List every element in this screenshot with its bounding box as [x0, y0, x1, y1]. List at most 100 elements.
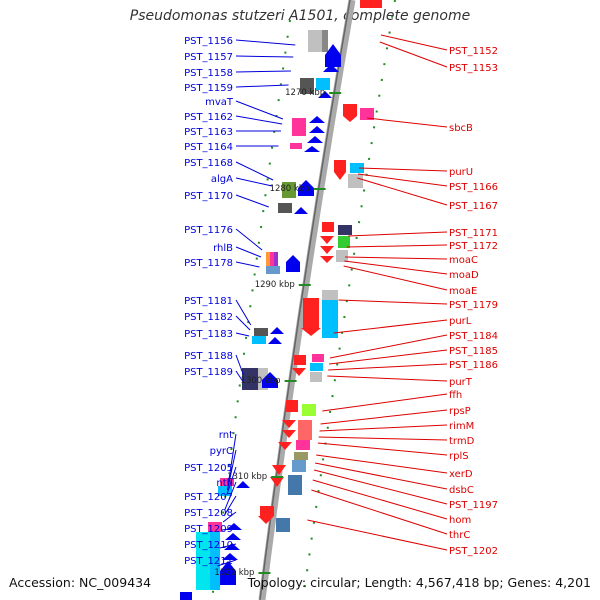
gene-label-left[interactable]: PST_1207 — [184, 492, 233, 503]
gene-label-left[interactable]: PST_1210 — [184, 540, 233, 551]
gene-label-left[interactable]: rnt — [219, 430, 233, 441]
gene-label-left[interactable]: algA — [211, 174, 233, 185]
gene-label-right[interactable]: PST_1184 — [449, 331, 498, 342]
gene-label-left[interactable]: PST_1189 — [184, 367, 233, 378]
left-leader-line — [235, 261, 260, 268]
gene-label-right[interactable]: PST_1152 — [449, 46, 498, 57]
gene-label-left[interactable]: PST_1164 — [184, 142, 233, 153]
right-leader-line — [348, 231, 448, 237]
right-leader-line — [316, 454, 448, 474]
gene-label-left[interactable]: PST_1168 — [184, 158, 233, 169]
right-leader-line — [328, 363, 448, 371]
gene-label-left[interactable]: PST_1162 — [184, 112, 233, 123]
gene-label-right[interactable]: PST_1185 — [449, 346, 498, 357]
left-leader-line — [235, 70, 291, 73]
tick-label: 1290 kbp — [255, 280, 295, 290]
left-leader-line — [235, 354, 244, 376]
gene-label-right[interactable]: PST_1179 — [449, 300, 498, 311]
gene-label-left[interactable]: mvaT — [205, 97, 234, 108]
forward-genes — [258, 0, 382, 532]
gene-label-right[interactable]: dsbC — [449, 485, 474, 496]
gene-label-left[interactable]: PST_1176 — [184, 225, 233, 236]
right-leader-line — [358, 167, 448, 172]
left-leader-line — [219, 543, 237, 549]
tick-label: 1300 kbp — [241, 376, 281, 386]
gene-label-right[interactable]: moaD — [449, 270, 479, 281]
gene-label-right[interactable]: rplS — [449, 451, 469, 462]
gene-label-left[interactable]: PST_1209 — [184, 524, 233, 535]
right-leader-line — [312, 479, 448, 520]
right-leader-line — [333, 319, 448, 334]
right-leader-line — [322, 393, 448, 412]
right-leader-line — [357, 177, 448, 206]
gene-label-left[interactable]: PST_1178 — [184, 258, 233, 269]
right-leader-line — [338, 299, 448, 305]
left-leader-line — [235, 100, 284, 120]
tick-label: 1310 kbp — [227, 472, 267, 482]
right-leader-line — [307, 519, 448, 551]
right-leader-line — [313, 469, 448, 505]
gene-label-left[interactable]: PST_1156 — [184, 36, 233, 47]
gene-label-left[interactable]: PST_1163 — [184, 127, 233, 138]
gene-label-left[interactable]: PST_1211 — [184, 556, 233, 567]
gene-label-left[interactable]: PST_1182 — [184, 312, 233, 323]
gene-label-right[interactable]: moaC — [449, 255, 478, 266]
gene-label-right[interactable]: sbcB — [449, 123, 473, 134]
left-leader-line — [226, 466, 237, 496]
gene-label-right[interactable]: purT — [449, 377, 473, 388]
gene-label-left[interactable]: PST_1158 — [184, 68, 233, 79]
right-leader-line — [327, 375, 448, 382]
right-leader-line — [357, 173, 448, 187]
right-leader-line — [379, 41, 448, 68]
gene-label-left[interactable]: PST_1205 — [184, 463, 233, 474]
left-leader-line — [227, 433, 237, 486]
gene-label-right[interactable]: purU — [449, 167, 473, 178]
gene-label-left[interactable]: nth — [216, 478, 233, 489]
reverse-genes — [180, 30, 341, 600]
left-leader-line — [235, 55, 294, 58]
left-leader-line — [235, 315, 251, 331]
gene-label-left[interactable]: PST_1188 — [184, 351, 233, 362]
gene-label-right[interactable]: PST_1172 — [449, 241, 498, 252]
right-leader-line — [329, 334, 448, 359]
left-leader-line — [221, 527, 237, 531]
right-leader-line — [311, 489, 448, 535]
gene-label-right[interactable]: PST_1167 — [449, 201, 498, 212]
gene-label-right[interactable]: PST_1186 — [449, 360, 498, 371]
left-leader-line — [223, 495, 237, 517]
left-leader-line — [235, 228, 263, 251]
gene-label-right[interactable]: PST_1171 — [449, 228, 498, 239]
gene-label-left[interactable]: PST_1208 — [184, 508, 233, 519]
gene-label-right[interactable]: PST_1153 — [449, 63, 498, 74]
gene-label-right[interactable]: xerD — [449, 469, 473, 480]
gene-label-right[interactable]: rpsP — [449, 406, 471, 417]
gene-label-left[interactable]: PST_1170 — [184, 191, 233, 202]
gene-label-left[interactable]: PST_1157 — [184, 52, 233, 63]
gene-label-right[interactable]: rimM — [449, 421, 474, 432]
gene-label-right[interactable]: moaE — [449, 286, 477, 297]
gene-label-right[interactable]: trmD — [449, 436, 475, 447]
gene-label-right[interactable]: PST_1202 — [449, 546, 498, 557]
left-leader-line — [235, 194, 269, 208]
gene-label-left[interactable]: PST_1181 — [184, 296, 233, 307]
right-leader-line — [320, 409, 448, 425]
left-leader-line — [235, 161, 274, 181]
gene-label-left[interactable]: pyrC — [210, 446, 233, 457]
tick-label: 1320 kbp — [214, 568, 254, 578]
left-leader-line — [235, 299, 252, 326]
gene-label-left[interactable]: rhlB — [213, 243, 233, 254]
gene-label-left[interactable]: PST_1183 — [184, 329, 233, 340]
left-leader-line — [235, 246, 262, 258]
left-leader-line — [235, 370, 244, 382]
gene-label-right[interactable]: thrC — [449, 530, 470, 541]
left-label-layer: PST_1156 PST_1157 PST_1158 PST_1159 mvaT PST_… — [184, 36, 296, 567]
gene-label-right[interactable]: hom — [449, 515, 471, 526]
tick-label: 1270 kbp — [285, 88, 325, 98]
gene-label-right[interactable]: PST_1166 — [449, 182, 498, 193]
left-leader-line — [235, 177, 273, 187]
gene-label-left[interactable]: PST_1159 — [184, 83, 233, 94]
gene-label-right[interactable]: PST_1197 — [449, 500, 498, 511]
gene-label-right[interactable]: purL — [449, 316, 472, 327]
gene-label-right[interactable]: ffh — [449, 390, 462, 401]
right-leader-line — [317, 442, 448, 456]
